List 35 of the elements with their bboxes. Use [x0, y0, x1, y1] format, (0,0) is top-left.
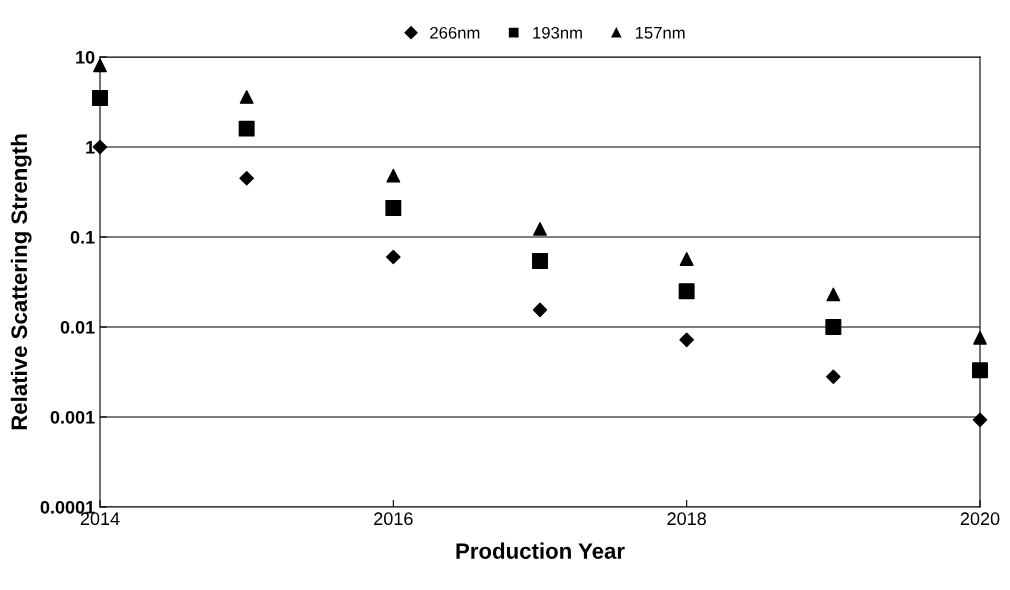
- y-tick-label: 0.0001: [40, 500, 95, 514]
- point: [92, 90, 108, 107]
- y-axis-title: Relative Scattering Strength: [10, 134, 32, 430]
- point: [239, 90, 254, 104]
- point: [532, 253, 548, 270]
- point: [386, 168, 401, 183]
- x-axis-title: Production Year: [456, 542, 625, 559]
- point: [973, 330, 987, 345]
- x-tick-label: 2018: [667, 512, 706, 526]
- y-tick-label: 10: [76, 50, 95, 64]
- point: [533, 222, 547, 236]
- point: [825, 319, 842, 335]
- point: [972, 362, 988, 379]
- point: [972, 412, 988, 428]
- y-tick-label: 1: [86, 141, 95, 154]
- x-tick-label: 2014: [80, 512, 120, 526]
- y-tick-label: 0.01: [60, 320, 95, 334]
- y-tick-label: 0.001: [50, 410, 95, 424]
- point: [385, 200, 402, 216]
- point: [239, 170, 254, 186]
- point: [386, 249, 401, 265]
- point: [679, 252, 694, 266]
- x-tick-label: 2016: [374, 512, 413, 526]
- y-tick-label: 0.1: [70, 230, 95, 244]
- point: [532, 302, 548, 318]
- point: [826, 369, 841, 385]
- legend-label: 193nm: [533, 26, 582, 39]
- legend-label: 157nm: [635, 27, 685, 39]
- point: [93, 58, 107, 73]
- point: [826, 287, 841, 302]
- legend-label: 266nm: [430, 26, 480, 39]
- point: [238, 120, 255, 137]
- x-tick-label: 2020: [960, 512, 1000, 526]
- point: [679, 332, 694, 348]
- point: [678, 283, 695, 300]
